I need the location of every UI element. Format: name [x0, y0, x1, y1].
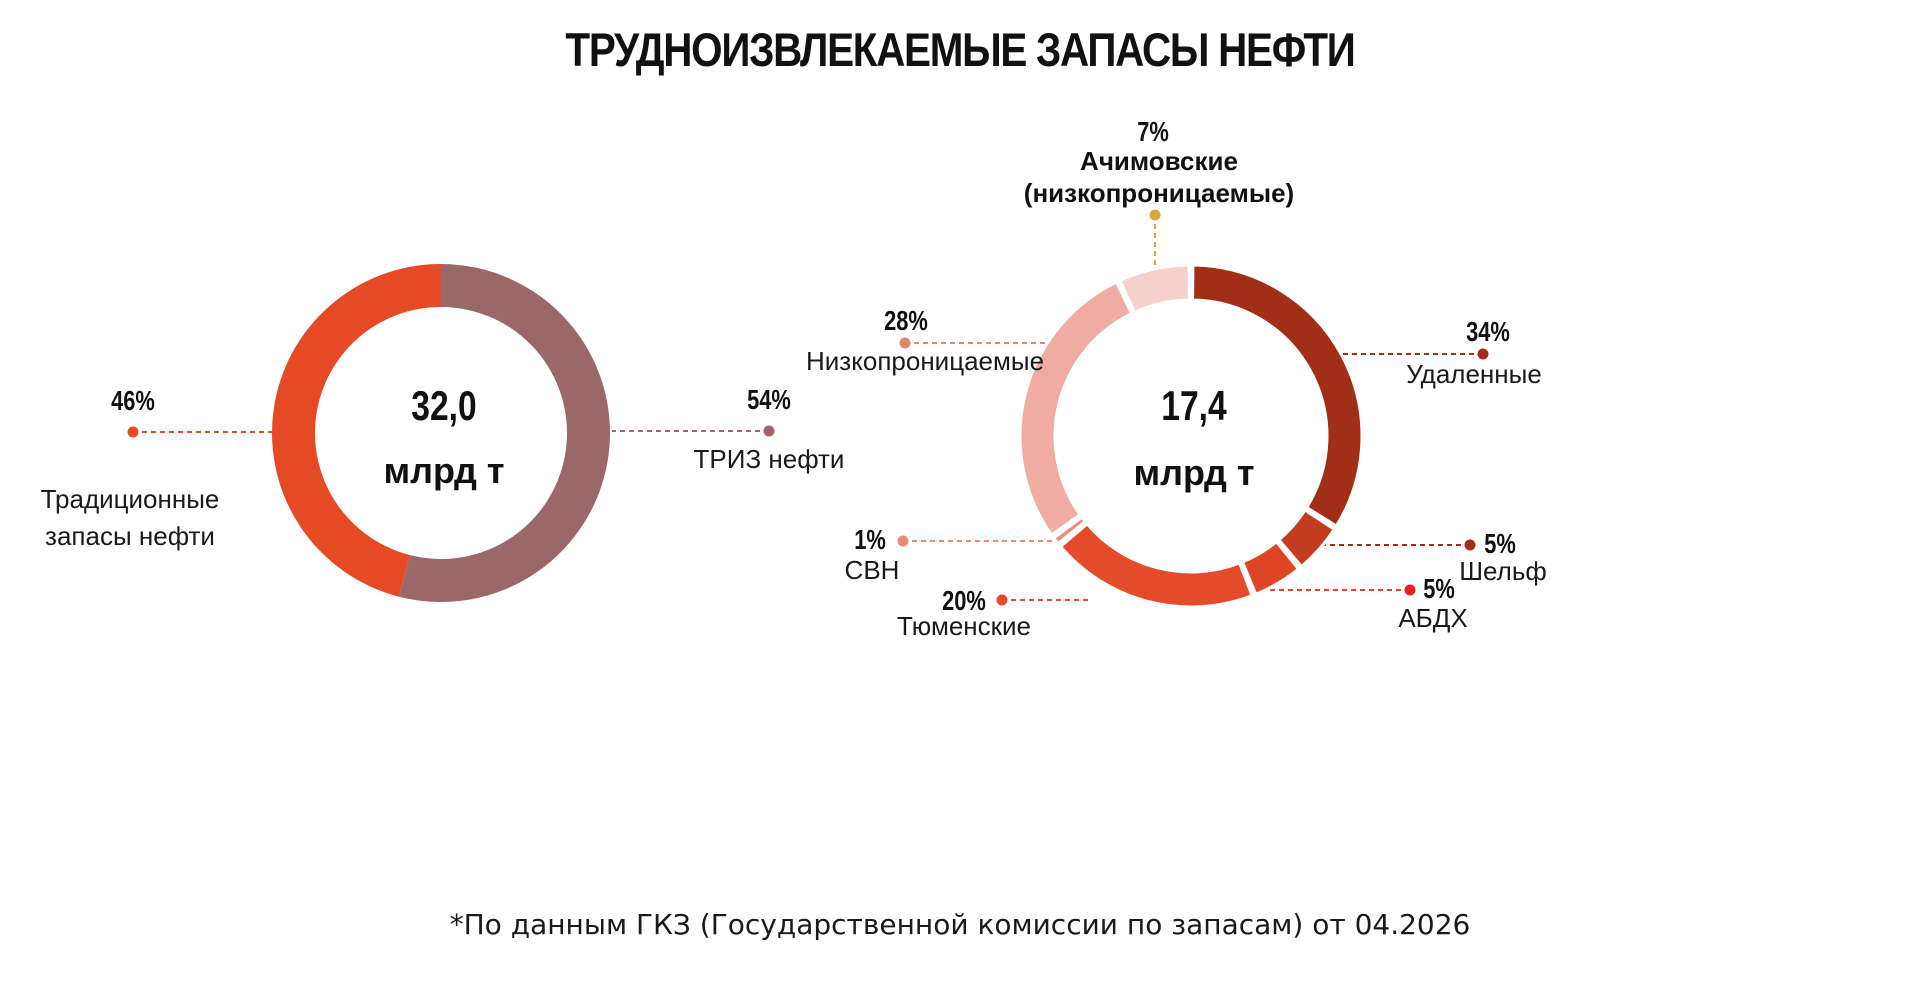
leader-dot-shelf [1464, 539, 1476, 551]
leader-dot-svn [897, 535, 909, 547]
leader-dot-achimovskie [1149, 209, 1161, 221]
category-label-shelf: Шельф [1459, 556, 1547, 586]
percent-label-shelf: 5% [1484, 528, 1516, 559]
slice-udalennye [1191, 263, 1364, 529]
category-label-achimovskie-line-2: (низкопроницаемые) [1024, 178, 1294, 208]
source-footnote: *По данным ГКЗ (Государственной комиссии… [449, 908, 1471, 941]
percent-label-tyumenskie: 20% [942, 585, 986, 616]
leader-dot-traditsionnye [127, 426, 139, 438]
leader-dot-udalennye [1477, 348, 1489, 360]
slice-traditsionnye [272, 264, 441, 597]
leader-dot-triz-nefti [763, 425, 775, 437]
slice-shelf [1276, 508, 1337, 569]
category-label-nizkopronitsaemye: Низкопроницаемые [806, 346, 1044, 376]
slice-nizkopronitsaemye [1018, 280, 1134, 538]
slice-achimovskie [1117, 263, 1191, 315]
slice-tyumenskie [1058, 521, 1255, 609]
leader-dot-abdh [1404, 584, 1416, 596]
category-label-triz-nefti: ТРИЗ нефти [694, 444, 845, 474]
category-label-traditsionnye-line-2: запасы нефти [45, 521, 215, 551]
percent-label-svn: 1% [854, 524, 886, 555]
center-total-value: 17,4 [1161, 384, 1226, 430]
slice-triz-nefti [398, 263, 611, 602]
percent-label-triz-nefti: 54% [747, 384, 791, 415]
category-label-tyumenskie: Тюменские [897, 611, 1031, 641]
percent-label-traditsionnye: 46% [111, 385, 155, 416]
center-total-value: 32,0 [411, 384, 476, 430]
center-total-unit: млрд т [1133, 452, 1254, 493]
percent-label-abdh: 5% [1423, 573, 1455, 604]
category-label-svn: СВН [845, 555, 900, 585]
slice-abdh [1240, 539, 1301, 597]
slice-svn [1051, 515, 1088, 546]
leader-dot-nizkopronitsaemye [899, 337, 911, 349]
donut-chart-hard-to-recover-reserves: 34%Удаленные5%Шельф5%АБДХ20%Тюменские1%С… [806, 116, 1547, 641]
leader-dot-tyumenskie [996, 594, 1008, 606]
category-label-achimovskie-line-1: Ачимовские [1080, 146, 1238, 176]
category-label-udalennye: Удаленные [1406, 359, 1542, 389]
center-total-unit: млрд т [383, 450, 504, 491]
page-title: ТРУДНОИЗВЛЕКАЕМЫЕ ЗАПАСЫ НЕФТИ [565, 23, 1355, 76]
category-label-abdh: АБДХ [1398, 603, 1467, 633]
percent-label-achimovskie: 7% [1137, 116, 1169, 147]
donut-chart-total-reserves: 54% ТРИЗ нефти 46% Традиционные запасы нефти… [41, 263, 845, 602]
category-label-traditsionnye-line-1: Традиционные [41, 484, 220, 514]
percent-label-udalennye: 34% [1466, 316, 1510, 347]
percent-label-nizkopronitsaemye: 28% [884, 305, 928, 336]
